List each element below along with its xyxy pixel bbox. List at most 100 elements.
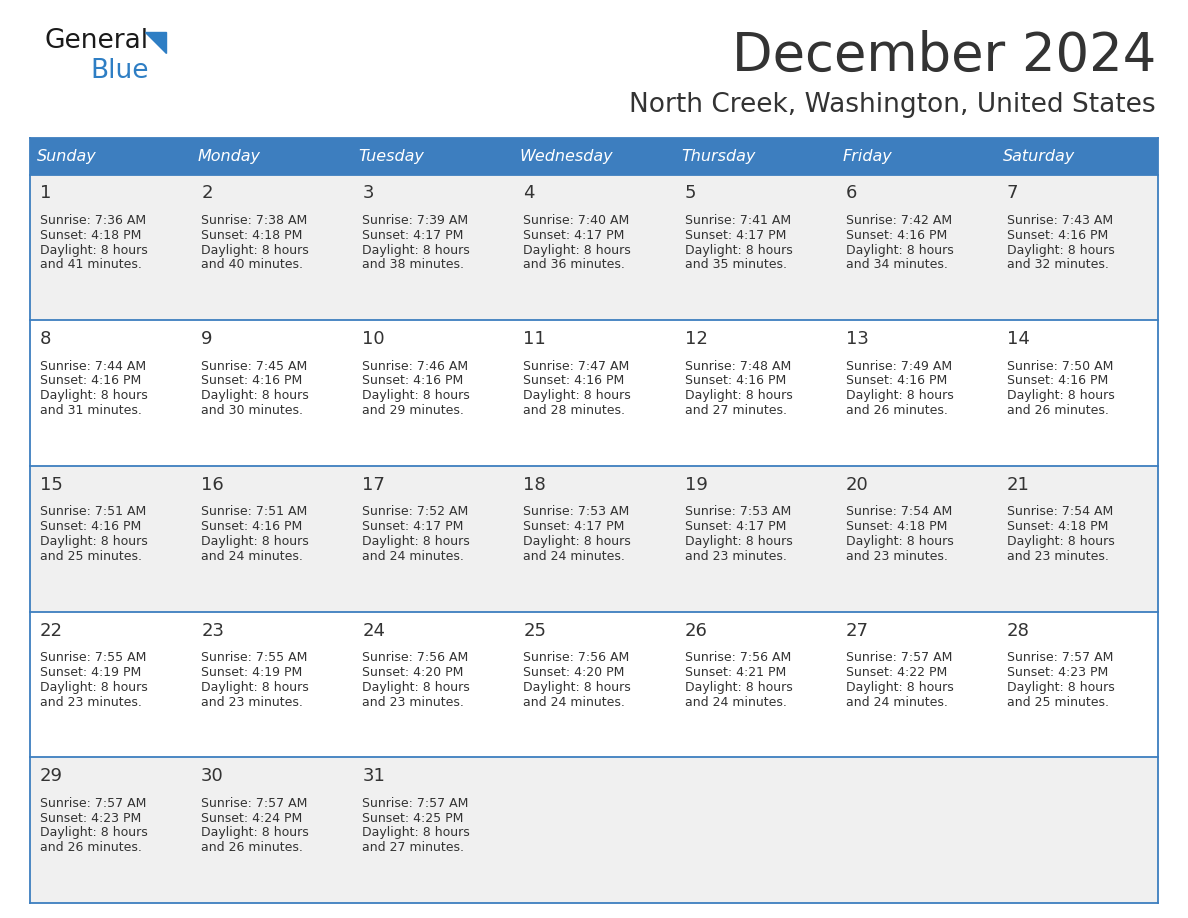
Text: Sunrise: 7:39 AM: Sunrise: 7:39 AM <box>362 214 468 227</box>
Text: Sunrise: 7:57 AM: Sunrise: 7:57 AM <box>1007 651 1113 664</box>
Text: Sunset: 4:16 PM: Sunset: 4:16 PM <box>40 521 141 533</box>
Text: and 32 minutes.: and 32 minutes. <box>1007 258 1108 272</box>
Text: and 26 minutes.: and 26 minutes. <box>40 841 141 855</box>
Text: Daylight: 8 hours: Daylight: 8 hours <box>684 389 792 402</box>
Text: Sunset: 4:18 PM: Sunset: 4:18 PM <box>846 521 947 533</box>
Text: Daylight: 8 hours: Daylight: 8 hours <box>362 243 470 257</box>
Text: Sunset: 4:16 PM: Sunset: 4:16 PM <box>846 229 947 241</box>
Text: Sunset: 4:16 PM: Sunset: 4:16 PM <box>684 375 785 387</box>
Text: Daylight: 8 hours: Daylight: 8 hours <box>201 826 309 839</box>
Text: 20: 20 <box>846 476 868 494</box>
Text: 13: 13 <box>846 330 868 348</box>
Text: Sunrise: 7:48 AM: Sunrise: 7:48 AM <box>684 360 791 373</box>
Text: Sunset: 4:18 PM: Sunset: 4:18 PM <box>201 229 303 241</box>
Text: 3: 3 <box>362 185 374 203</box>
Text: Sunrise: 7:56 AM: Sunrise: 7:56 AM <box>524 651 630 664</box>
Text: Daylight: 8 hours: Daylight: 8 hours <box>524 681 631 694</box>
Text: General: General <box>45 28 150 54</box>
Text: Daylight: 8 hours: Daylight: 8 hours <box>1007 389 1114 402</box>
Bar <box>30 174 1158 320</box>
Text: Sunrise: 7:57 AM: Sunrise: 7:57 AM <box>201 797 308 810</box>
Text: Sunrise: 7:55 AM: Sunrise: 7:55 AM <box>201 651 308 664</box>
Text: 27: 27 <box>846 621 868 640</box>
Text: Sunset: 4:20 PM: Sunset: 4:20 PM <box>362 666 463 679</box>
Text: Daylight: 8 hours: Daylight: 8 hours <box>362 826 470 839</box>
Text: 29: 29 <box>40 767 63 785</box>
Text: Daylight: 8 hours: Daylight: 8 hours <box>362 535 470 548</box>
Text: Sunset: 4:18 PM: Sunset: 4:18 PM <box>1007 521 1108 533</box>
Text: Daylight: 8 hours: Daylight: 8 hours <box>201 243 309 257</box>
Text: Sunrise: 7:55 AM: Sunrise: 7:55 AM <box>40 651 146 664</box>
Text: and 24 minutes.: and 24 minutes. <box>362 550 465 563</box>
Text: Sunrise: 7:57 AM: Sunrise: 7:57 AM <box>846 651 952 664</box>
Text: 10: 10 <box>362 330 385 348</box>
Text: and 23 minutes.: and 23 minutes. <box>40 696 141 709</box>
Text: Daylight: 8 hours: Daylight: 8 hours <box>684 681 792 694</box>
Text: Daylight: 8 hours: Daylight: 8 hours <box>362 389 470 402</box>
Text: Sunrise: 7:54 AM: Sunrise: 7:54 AM <box>846 506 952 519</box>
Text: Saturday: Saturday <box>1004 149 1075 163</box>
Text: Sunrise: 7:42 AM: Sunrise: 7:42 AM <box>846 214 952 227</box>
Text: and 31 minutes.: and 31 minutes. <box>40 404 141 417</box>
Text: and 27 minutes.: and 27 minutes. <box>684 404 786 417</box>
Text: Sunday: Sunday <box>37 149 96 163</box>
Text: Sunrise: 7:52 AM: Sunrise: 7:52 AM <box>362 506 468 519</box>
Bar <box>30 757 1158 903</box>
Text: 28: 28 <box>1007 621 1030 640</box>
Text: Wednesday: Wednesday <box>520 149 613 163</box>
Text: 4: 4 <box>524 185 535 203</box>
Text: Sunset: 4:16 PM: Sunset: 4:16 PM <box>1007 229 1108 241</box>
Text: and 24 minutes.: and 24 minutes. <box>201 550 303 563</box>
Text: Sunrise: 7:56 AM: Sunrise: 7:56 AM <box>684 651 791 664</box>
Text: and 24 minutes.: and 24 minutes. <box>524 696 625 709</box>
Text: Friday: Friday <box>842 149 892 163</box>
Text: and 25 minutes.: and 25 minutes. <box>1007 696 1108 709</box>
Bar <box>30 320 1158 466</box>
Text: Daylight: 8 hours: Daylight: 8 hours <box>40 535 147 548</box>
Text: 21: 21 <box>1007 476 1030 494</box>
Text: Sunset: 4:18 PM: Sunset: 4:18 PM <box>40 229 141 241</box>
Text: Daylight: 8 hours: Daylight: 8 hours <box>684 243 792 257</box>
Text: Sunrise: 7:57 AM: Sunrise: 7:57 AM <box>362 797 468 810</box>
Text: Sunrise: 7:57 AM: Sunrise: 7:57 AM <box>40 797 146 810</box>
Text: Sunrise: 7:51 AM: Sunrise: 7:51 AM <box>201 506 308 519</box>
Text: Daylight: 8 hours: Daylight: 8 hours <box>524 535 631 548</box>
Text: and 27 minutes.: and 27 minutes. <box>362 841 465 855</box>
Text: 8: 8 <box>40 330 51 348</box>
Text: 22: 22 <box>40 621 63 640</box>
Text: 1: 1 <box>40 185 51 203</box>
Text: Daylight: 8 hours: Daylight: 8 hours <box>40 243 147 257</box>
Text: 12: 12 <box>684 330 707 348</box>
Text: 7: 7 <box>1007 185 1018 203</box>
Text: Sunset: 4:17 PM: Sunset: 4:17 PM <box>362 521 463 533</box>
Text: and 24 minutes.: and 24 minutes. <box>684 696 786 709</box>
Bar <box>30 466 1158 611</box>
Polygon shape <box>145 32 166 53</box>
Text: 15: 15 <box>40 476 63 494</box>
Text: Daylight: 8 hours: Daylight: 8 hours <box>40 389 147 402</box>
Text: Daylight: 8 hours: Daylight: 8 hours <box>684 535 792 548</box>
Text: 6: 6 <box>846 185 857 203</box>
Text: and 24 minutes.: and 24 minutes. <box>846 696 948 709</box>
Text: December 2024: December 2024 <box>732 30 1156 82</box>
Text: 5: 5 <box>684 185 696 203</box>
Text: Daylight: 8 hours: Daylight: 8 hours <box>201 681 309 694</box>
Text: 18: 18 <box>524 476 546 494</box>
Text: and 25 minutes.: and 25 minutes. <box>40 550 143 563</box>
Text: Sunrise: 7:51 AM: Sunrise: 7:51 AM <box>40 506 146 519</box>
Text: and 24 minutes.: and 24 minutes. <box>524 550 625 563</box>
Text: Sunset: 4:16 PM: Sunset: 4:16 PM <box>1007 375 1108 387</box>
Text: Daylight: 8 hours: Daylight: 8 hours <box>201 389 309 402</box>
Text: 26: 26 <box>684 621 707 640</box>
Text: Sunrise: 7:47 AM: Sunrise: 7:47 AM <box>524 360 630 373</box>
Text: and 23 minutes.: and 23 minutes. <box>684 550 786 563</box>
Text: 24: 24 <box>362 621 385 640</box>
Text: Sunrise: 7:38 AM: Sunrise: 7:38 AM <box>201 214 308 227</box>
Text: Daylight: 8 hours: Daylight: 8 hours <box>1007 681 1114 694</box>
Text: Daylight: 8 hours: Daylight: 8 hours <box>1007 535 1114 548</box>
Text: Sunset: 4:16 PM: Sunset: 4:16 PM <box>524 375 625 387</box>
Text: 17: 17 <box>362 476 385 494</box>
Text: and 23 minutes.: and 23 minutes. <box>846 550 948 563</box>
Text: and 23 minutes.: and 23 minutes. <box>201 696 303 709</box>
Text: Sunrise: 7:43 AM: Sunrise: 7:43 AM <box>1007 214 1113 227</box>
